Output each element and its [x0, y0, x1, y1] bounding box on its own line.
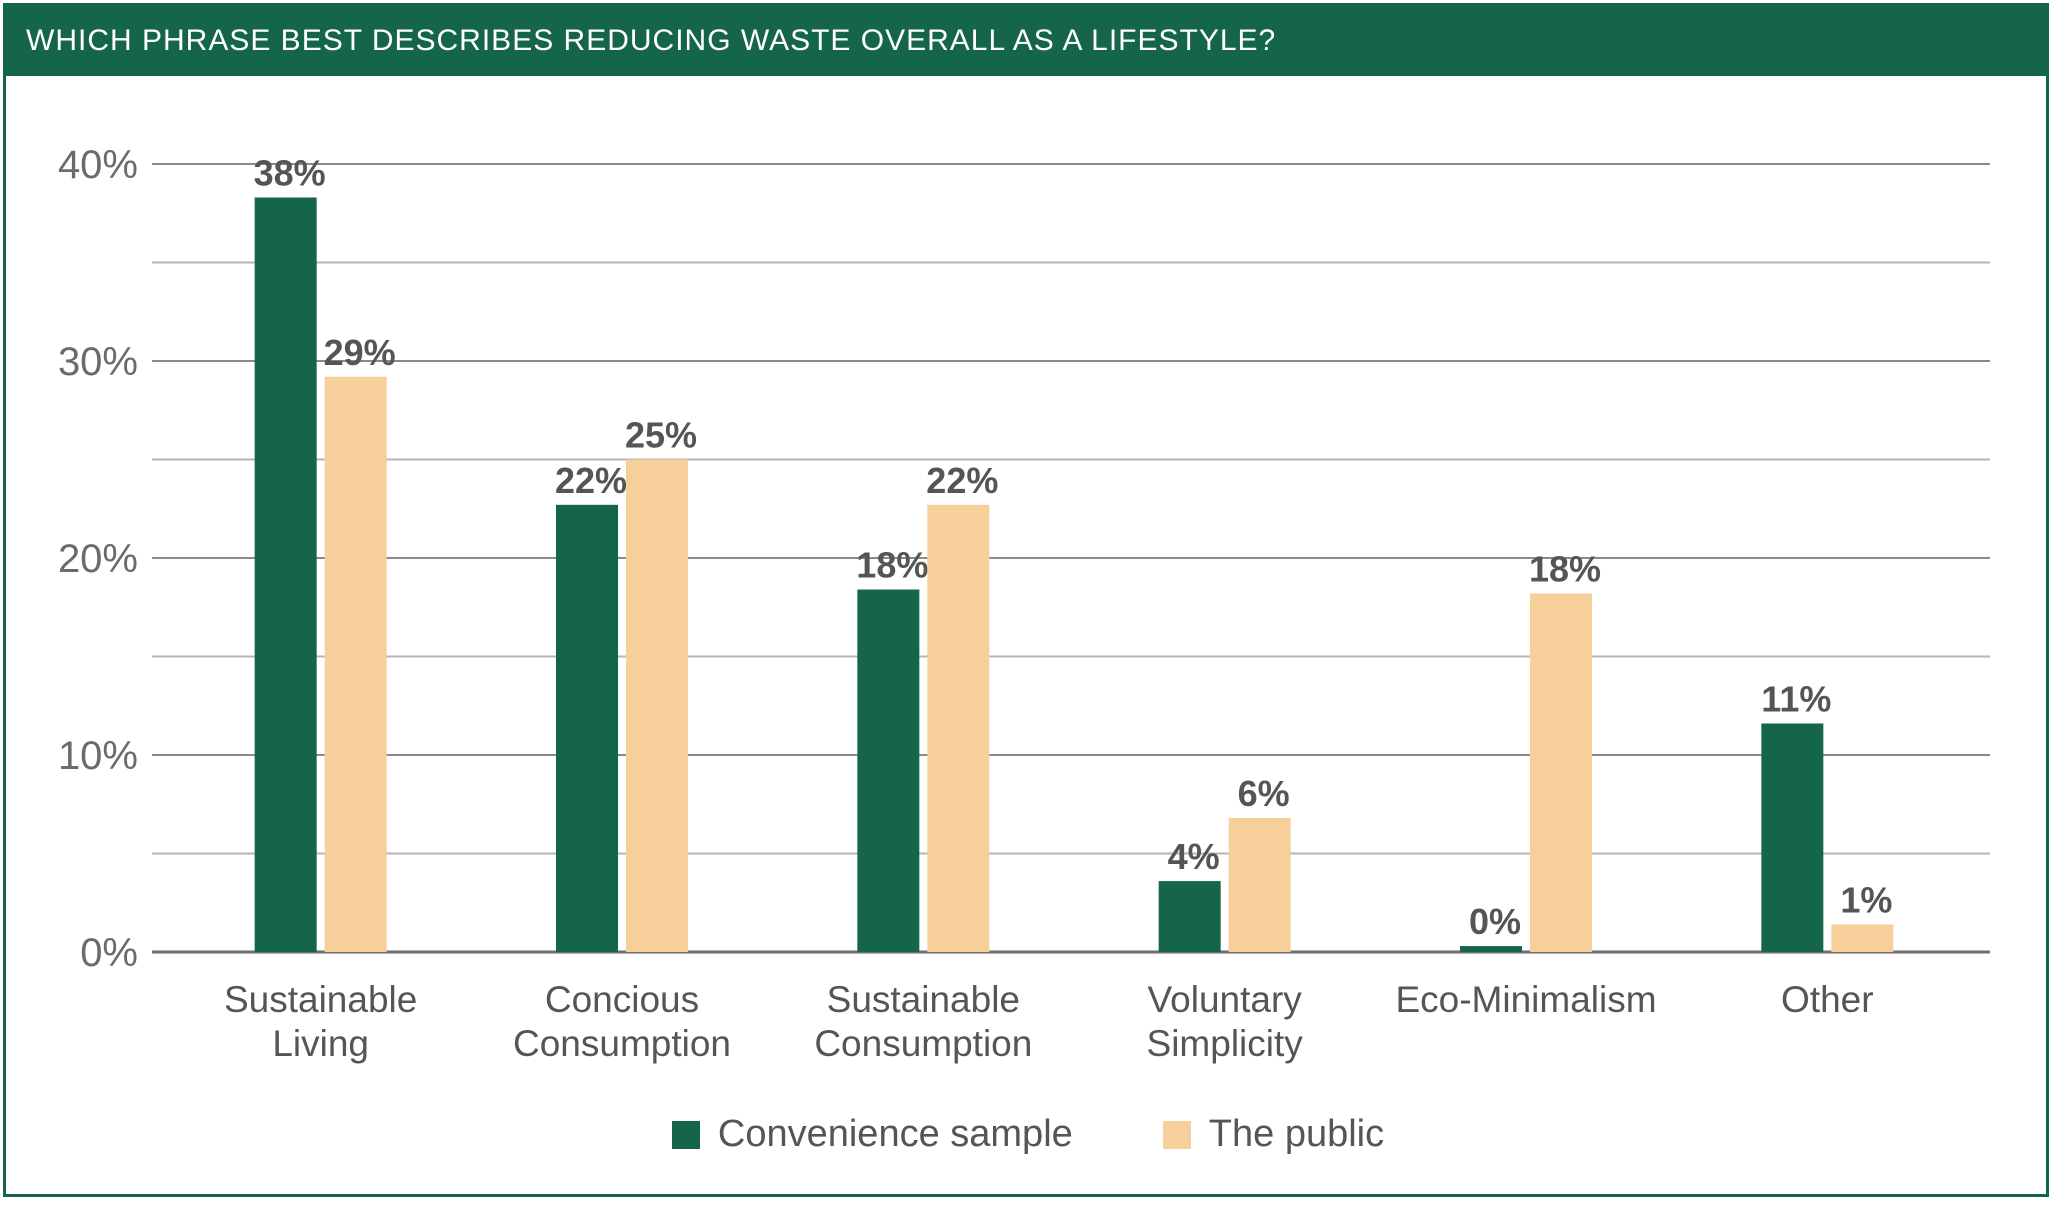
x-tick-label: Concious Consumption — [513, 979, 731, 1064]
bar — [556, 504, 618, 952]
legend-item-the-public: The public — [1162, 1113, 1385, 1156]
legend-swatch-the-public — [1162, 1120, 1191, 1149]
y-tick-label: 30% — [58, 340, 138, 384]
x-tick-label: Sustainable Consumption — [814, 979, 1032, 1064]
data-label: 18% — [856, 545, 928, 586]
x-tick-label: Eco-Minimalism — [1395, 979, 1656, 1020]
bar — [1761, 723, 1824, 952]
y-tick-label: 40% — [58, 143, 138, 187]
y-tick-label: 10% — [58, 734, 138, 778]
data-label: 4% — [1168, 836, 1220, 877]
data-label: 1% — [1840, 879, 1892, 920]
x-tick-label-line: Eco-Minimalism — [1395, 979, 1656, 1020]
chart-title: WHICH PHRASE BEST DESCRIBES REDUCING WAS… — [26, 24, 1277, 57]
x-tick-label-line: Sustainable — [224, 979, 417, 1020]
data-label: 22% — [555, 460, 627, 501]
x-tick-label: Other — [1781, 979, 1874, 1020]
bar — [254, 197, 317, 953]
title-bar: WHICH PHRASE BEST DESCRIBES REDUCING WAS… — [6, 6, 2046, 76]
x-tick-label-line: Concious — [545, 979, 699, 1020]
legend-label-convenience-sample: Convenience sample — [717, 1113, 1073, 1155]
data-label: 18% — [1529, 548, 1601, 589]
x-tick-label-line: Consumption — [513, 1023, 731, 1064]
x-tick-label-line: Consumption — [814, 1023, 1032, 1064]
bar — [1530, 593, 1592, 952]
bar — [1831, 924, 1894, 952]
data-label: 22% — [926, 460, 998, 501]
data-label: 0% — [1469, 901, 1521, 942]
x-tick-label: Sustainable Living — [224, 979, 417, 1064]
bar — [1228, 818, 1291, 952]
legend-label-the-public: The public — [1208, 1113, 1385, 1155]
legend: Convenience sample The public — [0, 1113, 2056, 1156]
x-tick-label: Voluntary Simplicity — [1147, 979, 1304, 1064]
y-tick-label: 20% — [58, 537, 138, 581]
data-label: 6% — [1238, 773, 1290, 814]
x-tick-label-line: Other — [1781, 979, 1874, 1020]
data-label: 29% — [324, 332, 396, 373]
legend-swatch-convenience-sample — [671, 1120, 700, 1149]
x-tick-label-line: Voluntary — [1148, 979, 1303, 1020]
x-tick-label-line: Sustainable — [827, 979, 1020, 1020]
data-label: 25% — [625, 415, 697, 456]
bar — [626, 459, 688, 952]
x-tick-label-line: Simplicity — [1147, 1023, 1304, 1064]
y-tick-label: 0% — [80, 931, 138, 975]
x-tick-label-line: Living — [272, 1023, 369, 1064]
bar — [324, 376, 387, 952]
bar — [1460, 946, 1522, 952]
bar — [857, 589, 920, 952]
data-label: 38% — [254, 152, 326, 193]
bar — [1158, 881, 1221, 952]
bar — [927, 504, 990, 952]
data-label: 11% — [1761, 678, 1831, 719]
legend-item-convenience-sample: Convenience sample — [671, 1113, 1073, 1156]
